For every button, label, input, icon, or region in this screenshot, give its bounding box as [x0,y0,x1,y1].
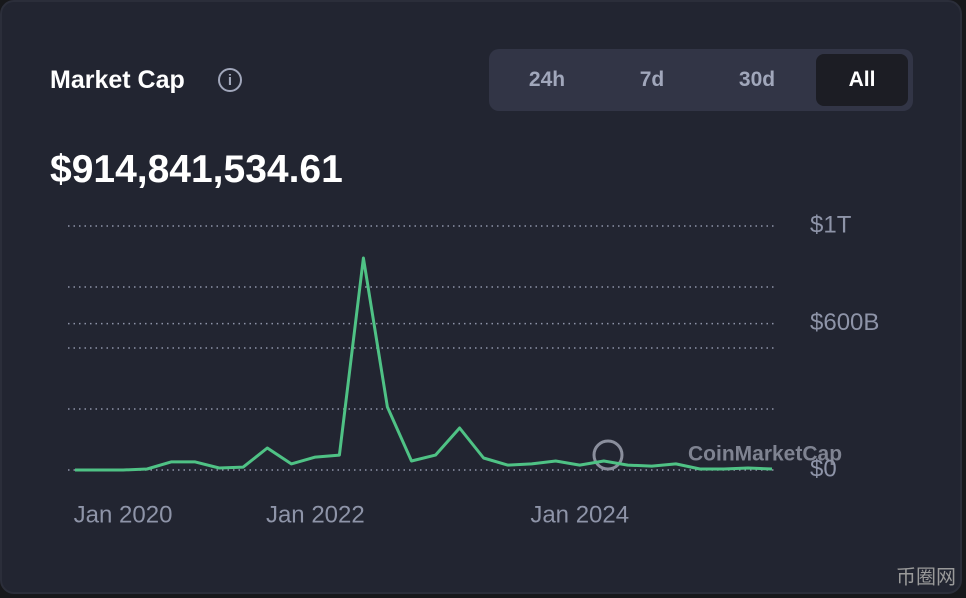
info-icon[interactable]: i [218,68,242,92]
y-tick-label: $0 [810,455,837,482]
site-mark: 币圈网 [896,565,956,588]
range-tab[interactable]: 7d [639,68,665,91]
x-tick-label: Jan 2022 [266,501,365,528]
y-tick-label: $600B [810,309,879,336]
range-tabs: 24h 7d 30d All [489,49,913,111]
current-value: $914,841,534.61 [50,148,343,191]
range-tab[interactable]: 30d [738,68,776,91]
range-tab[interactable]: All [816,54,908,106]
x-tick-label: Jan 2024 [530,501,629,528]
range-tab[interactable]: 24h [528,68,566,91]
card-title: Market Cap [50,66,185,94]
y-tick-label: $1T [810,211,852,238]
x-tick-label: Jan 2020 [74,501,173,528]
line-series [75,256,773,472]
watermark: CoinMarketCap [688,443,842,466]
watermark-logo [592,439,624,471]
